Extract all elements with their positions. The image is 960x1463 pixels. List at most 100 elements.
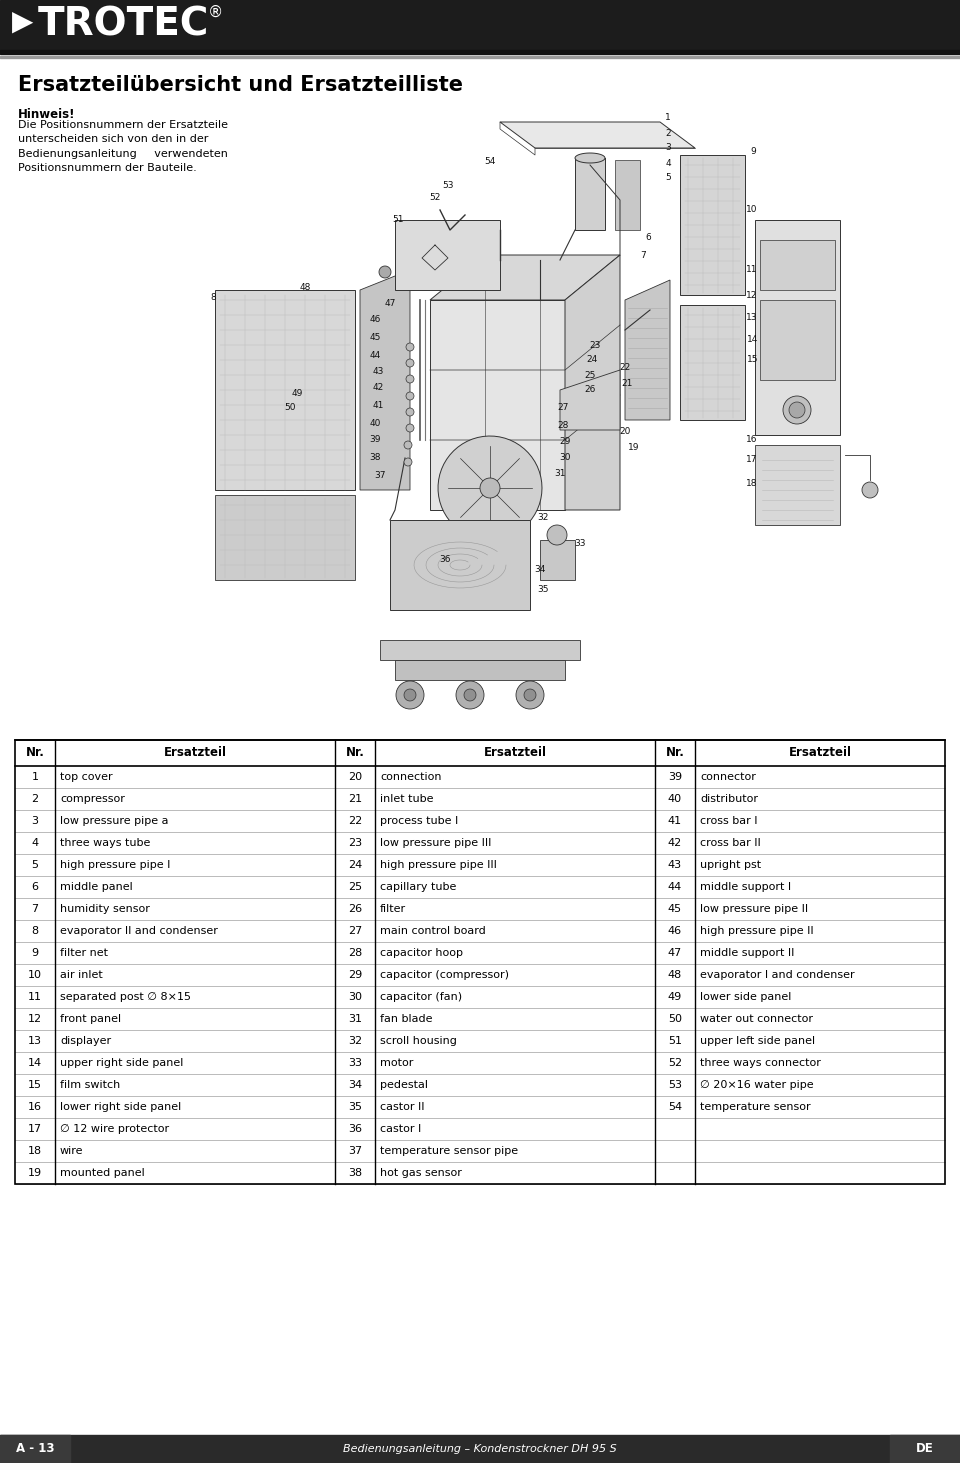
- Text: 54: 54: [484, 158, 495, 167]
- Text: 8: 8: [32, 926, 38, 936]
- Text: 26: 26: [348, 904, 362, 914]
- Text: 42: 42: [372, 383, 384, 392]
- Text: 33: 33: [574, 538, 586, 547]
- Text: 21: 21: [621, 379, 633, 389]
- Polygon shape: [760, 300, 835, 380]
- Circle shape: [406, 392, 414, 399]
- Text: 13: 13: [746, 313, 757, 322]
- Text: connection: connection: [380, 772, 442, 783]
- Bar: [15, 854, 945, 876]
- Text: fan blade: fan blade: [380, 1014, 433, 1024]
- Text: distributor: distributor: [700, 794, 758, 805]
- Text: 50: 50: [668, 1014, 682, 1024]
- Text: high pressure pipe III: high pressure pipe III: [380, 860, 497, 870]
- Text: 26: 26: [585, 385, 596, 395]
- Text: low pressure pipe III: low pressure pipe III: [380, 838, 492, 849]
- Text: high pressure pipe II: high pressure pipe II: [700, 926, 814, 936]
- Text: 4: 4: [665, 158, 671, 167]
- Text: 9: 9: [750, 148, 756, 157]
- Text: 35: 35: [538, 585, 549, 594]
- Text: 7: 7: [32, 904, 38, 914]
- Text: 13: 13: [28, 1036, 42, 1046]
- Text: filter net: filter net: [60, 948, 108, 958]
- Circle shape: [862, 481, 878, 497]
- Text: 52: 52: [429, 193, 441, 202]
- Text: separated post ∅ 8×15: separated post ∅ 8×15: [60, 992, 191, 1002]
- Text: 12: 12: [746, 291, 757, 300]
- Text: 49: 49: [291, 389, 302, 398]
- Circle shape: [516, 680, 544, 710]
- Circle shape: [547, 525, 567, 546]
- Bar: [15, 876, 945, 898]
- Text: 43: 43: [668, 860, 682, 870]
- Text: 41: 41: [372, 401, 384, 410]
- Text: 8: 8: [210, 294, 216, 303]
- Text: 24: 24: [587, 356, 598, 364]
- Circle shape: [464, 689, 476, 701]
- Text: cross bar II: cross bar II: [700, 838, 760, 849]
- Text: A - 13: A - 13: [15, 1443, 55, 1456]
- Bar: [0, 56, 960, 59]
- Text: 14: 14: [28, 1058, 42, 1068]
- Text: Ersatzteilübersicht und Ersatzteilliste: Ersatzteilübersicht und Ersatzteilliste: [18, 75, 463, 95]
- Text: 47: 47: [668, 948, 683, 958]
- Text: 1: 1: [32, 772, 38, 783]
- Text: humidity sensor: humidity sensor: [60, 904, 150, 914]
- Text: air inlet: air inlet: [60, 970, 103, 980]
- Text: 5: 5: [32, 860, 38, 870]
- Bar: [15, 1118, 945, 1140]
- Text: Ersatzteil: Ersatzteil: [788, 746, 852, 759]
- Circle shape: [396, 680, 424, 710]
- Polygon shape: [680, 304, 745, 420]
- Text: 34: 34: [348, 1080, 362, 1090]
- Text: Ersatzteil: Ersatzteil: [484, 746, 546, 759]
- Text: 25: 25: [348, 882, 362, 892]
- Text: temperature sensor: temperature sensor: [700, 1102, 810, 1112]
- Text: 29: 29: [560, 437, 570, 446]
- Text: 11: 11: [28, 992, 42, 1002]
- Text: 9: 9: [32, 948, 38, 958]
- Bar: [15, 1030, 945, 1052]
- Polygon shape: [575, 154, 605, 162]
- Text: 19: 19: [628, 442, 639, 452]
- Text: 18: 18: [746, 478, 757, 487]
- Text: 23: 23: [589, 341, 601, 350]
- Text: displayer: displayer: [60, 1036, 111, 1046]
- Polygon shape: [390, 519, 530, 610]
- Text: 28: 28: [558, 420, 568, 430]
- Text: filter: filter: [380, 904, 406, 914]
- Text: 32: 32: [348, 1036, 362, 1046]
- Bar: [15, 1008, 945, 1030]
- Text: low pressure pipe II: low pressure pipe II: [700, 904, 808, 914]
- Text: 27: 27: [348, 926, 362, 936]
- Circle shape: [524, 689, 536, 701]
- Text: 54: 54: [668, 1102, 682, 1112]
- Circle shape: [480, 478, 500, 497]
- Text: capacitor hoop: capacitor hoop: [380, 948, 463, 958]
- Text: 39: 39: [370, 436, 381, 445]
- Polygon shape: [565, 255, 620, 511]
- Text: evaporator I and condenser: evaporator I and condenser: [700, 970, 854, 980]
- Text: 11: 11: [746, 265, 757, 275]
- Circle shape: [789, 402, 805, 418]
- Text: motor: motor: [380, 1058, 414, 1068]
- Text: 49: 49: [668, 992, 683, 1002]
- Text: scroll housing: scroll housing: [380, 1036, 457, 1046]
- Text: hot gas sensor: hot gas sensor: [380, 1167, 462, 1178]
- Text: 37: 37: [374, 471, 386, 480]
- Text: 15: 15: [28, 1080, 42, 1090]
- Text: upper right side panel: upper right side panel: [60, 1058, 183, 1068]
- Polygon shape: [540, 540, 575, 579]
- Bar: [0, 50, 960, 54]
- Text: 48: 48: [668, 970, 683, 980]
- Circle shape: [404, 440, 412, 449]
- Text: 30: 30: [560, 452, 571, 461]
- Bar: [15, 740, 945, 767]
- Circle shape: [406, 342, 414, 351]
- Text: 25: 25: [585, 370, 596, 379]
- Circle shape: [783, 396, 811, 424]
- Text: 38: 38: [370, 454, 381, 462]
- Polygon shape: [430, 255, 620, 300]
- Bar: [0, 1435, 960, 1463]
- Text: castor II: castor II: [380, 1102, 424, 1112]
